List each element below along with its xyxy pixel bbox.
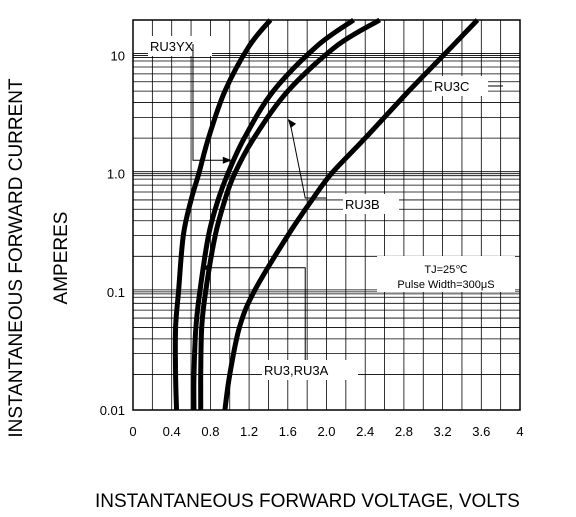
y-axis-title-units: AMPERES <box>51 212 72 305</box>
x-tick-label: 2.8 <box>395 424 413 439</box>
x-tick-label: 1.2 <box>240 424 258 439</box>
x-axis-title: INSTANTANEOUS FORWARD VOLTAGE, VOLTS <box>95 491 520 512</box>
conditions-box <box>377 256 515 292</box>
y-tick-label: 0.01 <box>100 403 125 418</box>
label-ru3-ru3a: RU3,RU3A <box>264 363 329 378</box>
x-tick-label: 3.2 <box>434 424 452 439</box>
label-ru3yx-box <box>148 36 212 56</box>
x-tick-label: 4 <box>516 424 523 439</box>
curve-ru3c <box>222 18 480 411</box>
conditions-text: Pulse Width=300μS <box>397 279 494 291</box>
x-tick-label: 2.4 <box>356 424 374 439</box>
label-ru3-ru3a-box <box>262 360 358 380</box>
x-tick-label: 2.0 <box>317 424 335 439</box>
curves <box>172 17 480 411</box>
label-ru3c: RU3C <box>434 79 469 94</box>
label-ru3c-box <box>432 76 488 96</box>
y-tick-label: 1.0 <box>107 167 125 182</box>
arrow-ru3b <box>287 118 297 129</box>
arrow-ru3yx <box>222 156 232 164</box>
tick-labels: 0 0.4 0.8 1.2 1.6 2.0 2.4 2.8 3.2 3.6 4 10 1.0 0.1 0.0… <box>100 49 524 439</box>
conditions-text: TJ=25℃ <box>424 264 467 276</box>
y-tick-label: 10 <box>111 49 125 64</box>
plot-border <box>132 19 521 411</box>
y-tick-label: 0.1 <box>107 285 125 300</box>
plot-frame <box>132 19 521 411</box>
curve-ru3-ru3a <box>191 17 356 411</box>
leader-ru3-ru3a <box>204 267 306 360</box>
label-ru3b: RU3B <box>345 197 380 212</box>
arrow-ru3-ru3a <box>200 264 210 272</box>
x-tick-label: 3.6 <box>472 424 490 439</box>
leader-ru3b <box>289 120 327 199</box>
x-tick-label: 0.8 <box>201 424 219 439</box>
x-tick-label: 0 <box>129 424 136 439</box>
label-ru3b-box <box>343 194 399 214</box>
y-axis-title: INSTANTANEOUS FORWARD CURRENT <box>6 78 27 438</box>
curve-ru3yx <box>172 18 273 411</box>
x-tick-label: 0.4 <box>163 424 181 439</box>
label-ru3yx: RU3YX <box>150 39 194 54</box>
annotations: RU3YX RU3C RU3B RU3,RU3A TJ=25℃ Pulse Width=3… <box>148 36 515 380</box>
leader-ru3yx <box>192 44 228 161</box>
curve-ru3b <box>198 17 382 411</box>
x-tick-label: 1.6 <box>279 424 297 439</box>
